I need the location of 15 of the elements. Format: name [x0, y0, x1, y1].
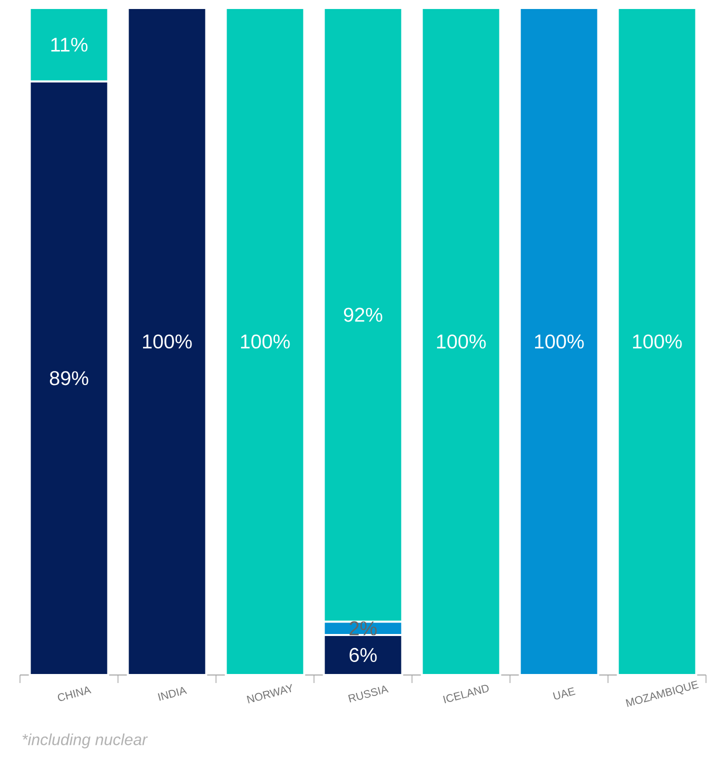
x-tick-label: CHINA	[58, 686, 92, 701]
data-label: 89%	[50, 371, 88, 386]
x-tick-label: UAE	[552, 687, 576, 700]
x-tick-label: INDIA	[158, 687, 188, 701]
data-label: 100%	[241, 334, 290, 349]
data-label: 2%	[350, 621, 377, 636]
data-label: 100%	[437, 334, 486, 349]
data-label: 92%	[344, 308, 382, 322]
x-tick-label: RUSSIA	[348, 686, 389, 702]
data-label: 6%	[350, 648, 377, 662]
text: *including nuclear	[22, 734, 148, 748]
data-label: 100%	[633, 334, 682, 349]
data-label: 11%	[51, 38, 88, 52]
data-label: 100%	[535, 334, 584, 349]
data-label: 100%	[143, 334, 192, 349]
